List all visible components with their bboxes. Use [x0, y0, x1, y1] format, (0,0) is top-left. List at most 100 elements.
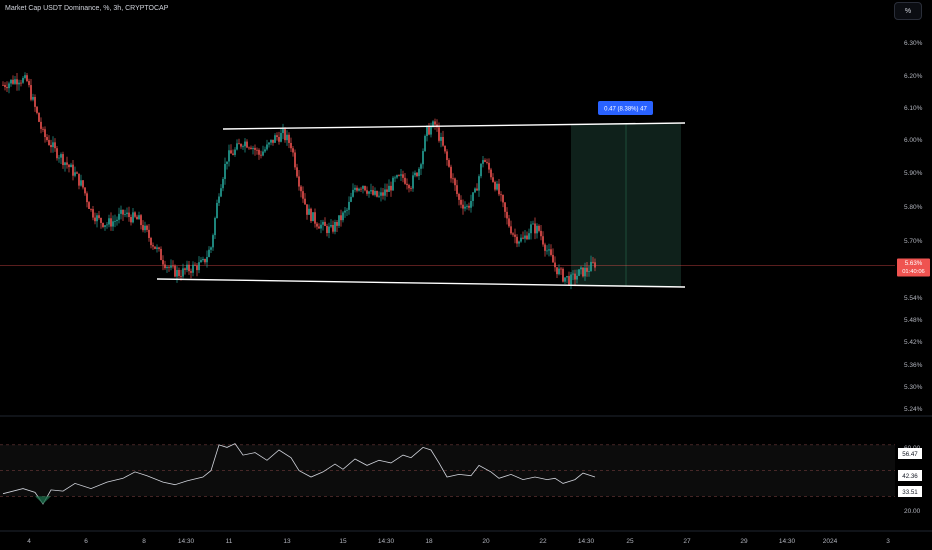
candle-body: [284, 129, 286, 141]
candle-body: [146, 225, 148, 230]
candle-body: [430, 126, 432, 135]
candle-body: [402, 174, 404, 178]
candle-body: [62, 154, 64, 166]
y-tick-label: 5.54%: [904, 295, 923, 302]
candle-body: [416, 172, 418, 177]
candle-body: [258, 149, 260, 155]
x-tick-label: 3: [886, 538, 890, 545]
candle-body: [286, 134, 288, 141]
candle-body: [404, 177, 406, 184]
candle-body: [508, 218, 510, 227]
candle-body: [432, 121, 434, 127]
candle-body: [422, 151, 424, 165]
candle-body: [84, 187, 86, 194]
candle-body: [244, 141, 246, 147]
candle-body: [170, 265, 172, 268]
candle-body: [340, 215, 342, 221]
candle-body: [420, 164, 422, 169]
candle-body: [582, 267, 584, 277]
candle-body: [320, 224, 322, 229]
candle-body: [444, 145, 446, 152]
candle-body: [112, 221, 114, 227]
candle-body: [412, 175, 414, 189]
candle-body: [346, 209, 348, 211]
candle-body: [56, 148, 58, 159]
y-tick-label: 5.24%: [904, 406, 923, 413]
unit-toggle-button[interactable]: %: [894, 2, 922, 20]
candle-body: [484, 160, 486, 162]
x-tick-label: 14:30: [779, 538, 796, 545]
candle-body: [242, 146, 244, 148]
candle-body: [274, 135, 276, 143]
candle-body: [456, 185, 458, 194]
y-tick-label: 6.20%: [904, 73, 923, 80]
candle-body: [482, 160, 484, 164]
candle-body: [548, 249, 550, 251]
candle-body: [222, 178, 224, 189]
candle-body: [94, 217, 96, 222]
candle-body: [218, 196, 220, 203]
candle-body: [20, 82, 22, 84]
rsi-y-tick: 20.00: [904, 508, 921, 515]
candle-body: [392, 177, 394, 191]
candle-body: [474, 188, 476, 193]
candle-body: [246, 141, 248, 148]
candle-body: [526, 235, 528, 240]
candle-body: [458, 193, 460, 200]
candle-body: [552, 254, 554, 263]
rsi-oversold-fill: [35, 496, 51, 504]
candle-body: [578, 269, 580, 276]
candle-body: [554, 262, 556, 268]
candle-body: [336, 222, 338, 226]
candle-body: [76, 172, 78, 174]
candle-body: [116, 219, 118, 221]
candle-body: [120, 209, 122, 214]
x-tick-label: 20: [482, 538, 490, 545]
candle-body: [16, 79, 18, 85]
candle-body: [452, 178, 454, 180]
candle-body: [298, 176, 300, 187]
candle-body: [172, 265, 174, 267]
candle-body: [214, 218, 216, 236]
candle-body: [30, 85, 32, 100]
candle-body: [192, 264, 194, 273]
candle-body: [154, 246, 156, 249]
candle-body: [394, 177, 396, 179]
candle-body: [98, 215, 100, 218]
candle-body: [514, 234, 516, 237]
candle-body: [512, 233, 514, 235]
candle-body: [22, 77, 24, 83]
x-tick-label: 13: [283, 538, 291, 545]
candle-body: [386, 189, 388, 192]
candle-body: [590, 261, 592, 272]
candle-body: [460, 199, 462, 205]
candle-body: [288, 134, 290, 143]
candle-body: [138, 215, 140, 220]
candle-body: [558, 268, 560, 275]
candle-body: [234, 149, 236, 155]
candle-body: [532, 223, 534, 225]
candle-body: [228, 150, 230, 162]
candle-body: [42, 128, 44, 130]
candle-body: [60, 154, 62, 158]
candle-body: [450, 166, 452, 179]
candle-body: [230, 150, 232, 154]
candle-body: [78, 173, 80, 186]
candle-body: [550, 249, 552, 255]
candle-body: [236, 143, 238, 150]
candle-body: [32, 97, 34, 100]
last-price-badge: [897, 258, 930, 277]
candle-body: [264, 149, 266, 152]
candle-body: [574, 273, 576, 280]
candle-body: [406, 183, 408, 186]
candle-body: [296, 167, 298, 177]
candle-body: [174, 265, 176, 277]
candle-body: [272, 139, 274, 143]
candle-body: [572, 273, 574, 275]
candle-body: [592, 261, 594, 263]
candle-body: [538, 225, 540, 231]
candle-body: [48, 140, 50, 146]
candle-body: [268, 142, 270, 145]
candle-body: [510, 226, 512, 234]
